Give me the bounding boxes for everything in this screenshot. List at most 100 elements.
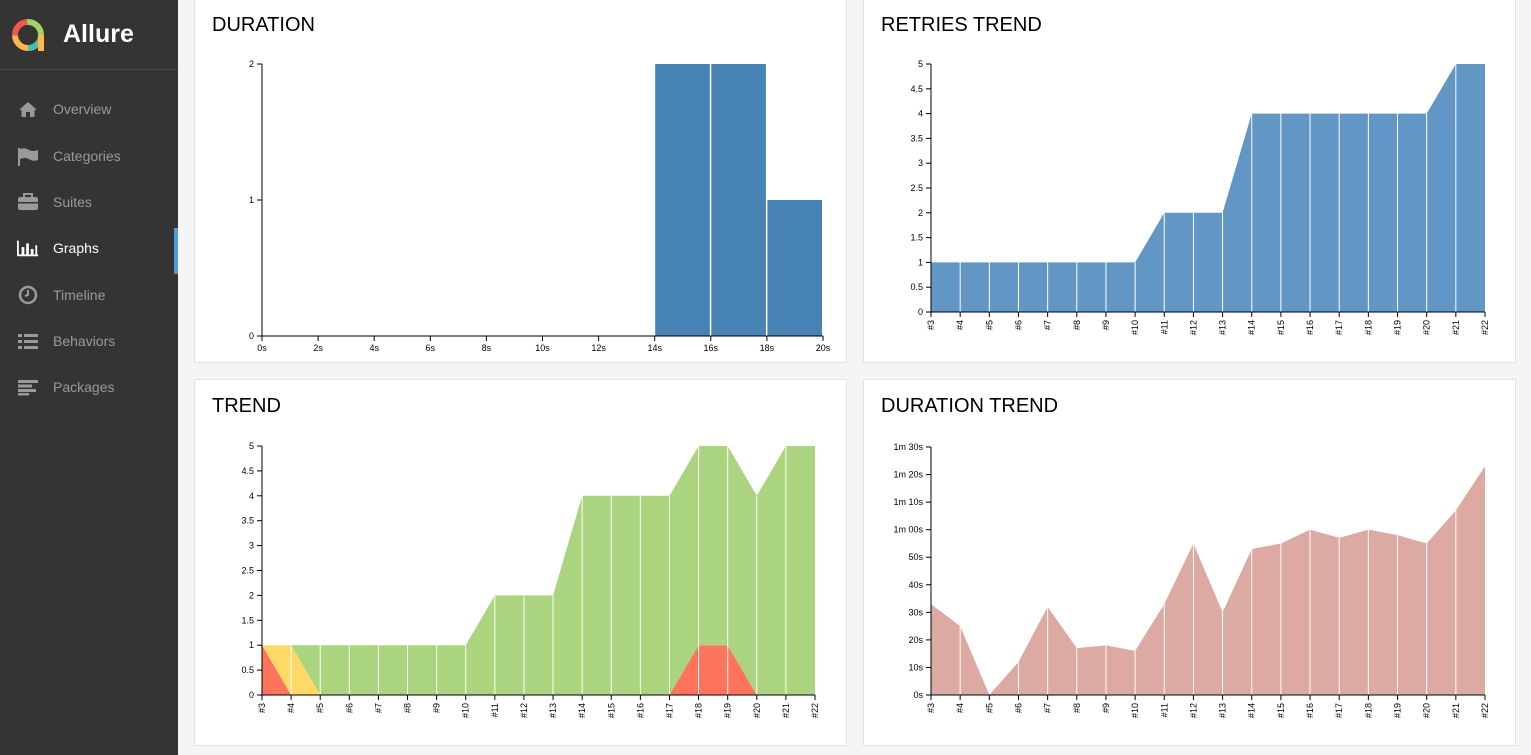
x-tick-label: 20s	[816, 343, 831, 353]
x-tick-label: #5	[984, 320, 994, 330]
bar-chart-icon	[17, 238, 39, 258]
x-tick-label: #13	[1218, 320, 1228, 335]
x-tick-label: #11	[490, 703, 500, 717]
app-name: Allure	[63, 20, 134, 48]
histogram-bar	[711, 64, 766, 336]
allure-logo-icon	[12, 18, 44, 51]
sidebar-item-graphs[interactable]: Graphs	[0, 228, 178, 274]
retries-trend-panel: RETRIES TREND 0 0.5 1 1.5 2 2.5 3 3.5 4 4.5 5 #3 #4 #…	[863, 0, 1516, 363]
x-tick-label: #14	[1247, 703, 1257, 718]
x-tick-label: #12	[1188, 320, 1198, 335]
sidebar-item-behaviors[interactable]: Behaviors	[0, 321, 178, 361]
x-tick-label: #19	[1393, 320, 1403, 335]
x-tick-label: #12	[1188, 703, 1198, 718]
retries-area	[931, 64, 1485, 312]
x-tick-label: #5	[984, 703, 994, 713]
y-tick-label: 1.5	[241, 615, 254, 625]
x-tick-label: #21	[781, 703, 791, 718]
x-tick-label: #15	[1276, 703, 1286, 718]
x-tick-label: #18	[1363, 320, 1373, 335]
x-tick-label: #15	[1276, 320, 1286, 335]
y-tick-label: 3	[918, 158, 923, 168]
x-tick-label: #13	[548, 703, 558, 718]
x-tick-label: #3	[257, 703, 267, 713]
x-tick-label: #4	[955, 703, 965, 713]
y-tick-label: 40s	[908, 580, 923, 590]
sidebar-item-label: Timeline	[53, 287, 106, 303]
y-tick-label: 5	[918, 59, 923, 69]
y-tick-label: 0.5	[241, 665, 254, 675]
y-tick-label: 4.5	[241, 466, 254, 476]
list-icon	[17, 331, 39, 351]
x-tick-label: 16s	[704, 343, 719, 353]
trend-chart: 0 0.5 1 1.5 2 2.5 3 3.5 4 4.5 5 #3 #4 #5 #6 #7 #8 #9 #10 #1…	[241, 441, 820, 718]
panel-title: DURATION	[212, 14, 315, 36]
duration-panel: DURATION 0 1 2 0s 2s 4s 6s 8s 10s 12s 14s 16s 18s 20s	[194, 0, 847, 363]
y-tick-label: 3.5	[910, 133, 923, 143]
x-tick-label: #4	[955, 320, 965, 330]
x-tick-label: 18s	[760, 343, 775, 353]
x-tick-label: #8	[1072, 703, 1082, 713]
brand[interactable]: Allure	[0, 0, 178, 70]
x-tick-label: 0s	[257, 343, 267, 353]
home-icon	[17, 99, 39, 119]
x-tick-label: 8s	[482, 343, 492, 353]
sidebar-item-label: Categories	[53, 148, 121, 164]
y-tick-label: 10s	[908, 662, 923, 672]
x-tick-label: #8	[1072, 320, 1082, 330]
sidebar-item-label: Graphs	[53, 240, 99, 256]
y-tick-label: 20s	[908, 635, 923, 645]
y-tick-label: 30s	[908, 607, 923, 617]
sidebar-item-packages[interactable]: Packages	[0, 367, 178, 407]
x-tick-label: 12s	[591, 343, 606, 353]
sidebar-item-overview[interactable]: Overview	[0, 89, 178, 129]
y-tick-label: 1m 00s	[893, 525, 923, 535]
retries-trend-chart: 0 0.5 1 1.5 2 2.5 3 3.5 4 4.5 5 #3 #4 #5 #6 #7 #8 #9 #10 #1…	[910, 59, 1490, 335]
x-tick-label: #17	[1334, 703, 1344, 718]
y-tick-label: 4	[249, 491, 254, 501]
x-tick-label: #6	[1013, 703, 1023, 713]
main-content: DURATION 0 1 2 0s 2s 4s 6s 8s 10s 12s 14s 16s 18s 20s…	[178, 0, 1531, 755]
sidebar-item-timeline[interactable]: Timeline	[0, 275, 178, 315]
y-tick-label: 0s	[913, 690, 923, 700]
y-tick-label: 1	[249, 195, 254, 205]
y-tick-label: 2	[249, 590, 254, 600]
y-tick-label: 3	[249, 541, 254, 551]
x-tick-label: #12	[519, 703, 529, 718]
x-tick-label: 14s	[647, 343, 662, 353]
x-tick-label: #16	[1305, 320, 1315, 335]
duration-trend-chart: 0s 10s 20s 30s 40s 50s 1m 00s 1m 10s 1m 20s 1m 30…	[893, 442, 1490, 718]
x-tick-label: #17	[664, 703, 674, 718]
histogram-bar	[655, 64, 710, 336]
x-tick-label: #7	[373, 703, 383, 713]
sidebar: Allure Overview Categories Suites Graphs…	[0, 0, 178, 755]
duration-trend-area	[931, 466, 1485, 695]
y-tick-label: 0	[249, 331, 254, 341]
duration-trend-panel: DURATION TREND 0s 10s 20s 30s 40s 50s 1m 00s 1m…	[863, 379, 1516, 746]
x-tick-label: 6s	[426, 343, 436, 353]
x-tick-label: #20	[752, 703, 762, 718]
x-tick-label: #10	[1130, 703, 1140, 718]
sidebar-item-categories[interactable]: Categories	[0, 136, 178, 176]
x-tick-label: #21	[1451, 320, 1461, 335]
y-tick-label: 1.5	[910, 233, 923, 243]
trend-failed-area	[262, 645, 815, 695]
trend-panel: TREND 0 0.5 1 1.5 2 2.5 3 3.5 4 4.5 5 #3 #4 #5 #6 #7 #8 #…	[194, 379, 847, 746]
y-tick-label: 1m 20s	[893, 470, 923, 480]
trend-passed-area	[262, 446, 815, 695]
x-tick-label: #6	[344, 703, 354, 713]
x-tick-label: #11	[1159, 703, 1169, 717]
align-left-icon	[17, 377, 39, 397]
y-tick-label: 1	[918, 257, 923, 267]
x-tick-label: #10	[461, 703, 471, 718]
x-tick-label: #9	[432, 703, 442, 713]
sidebar-item-label: Packages	[53, 379, 115, 395]
y-tick-label: 1m 10s	[893, 497, 923, 507]
sidebar-item-suites[interactable]: Suites	[0, 182, 178, 222]
x-tick-label: #7	[1043, 703, 1053, 713]
y-tick-label: 0	[918, 307, 923, 317]
x-tick-label: #20	[1422, 703, 1432, 718]
briefcase-icon	[17, 192, 39, 212]
y-tick-label: 2.5	[910, 183, 923, 193]
